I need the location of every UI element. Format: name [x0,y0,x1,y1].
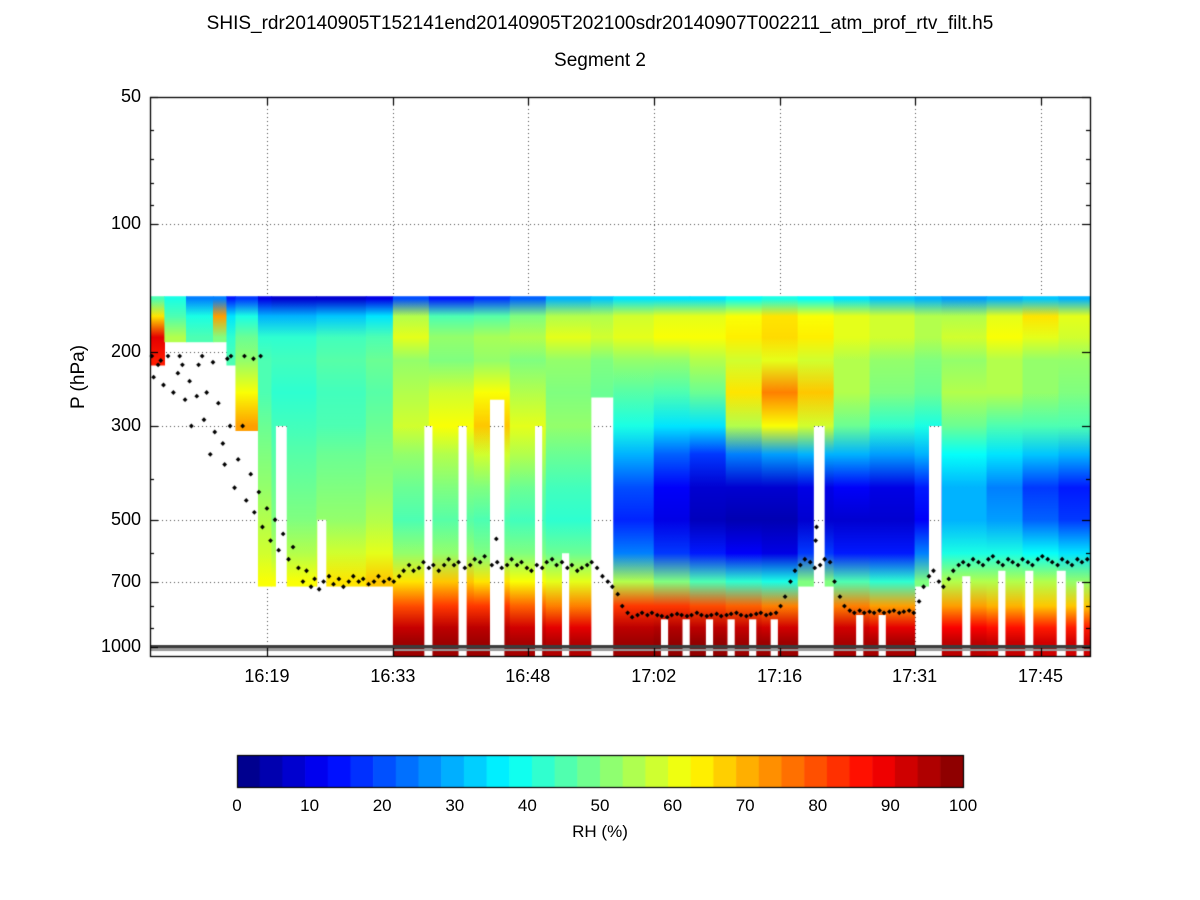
chart-title: SHIS_rdr20140905T152141end20140905T20210… [206,13,994,34]
colorbar-label: RH (%) [572,822,628,841]
y-axis-label: P (hPa) [68,344,89,410]
chart-subtitle: Segment 2 [554,50,646,71]
